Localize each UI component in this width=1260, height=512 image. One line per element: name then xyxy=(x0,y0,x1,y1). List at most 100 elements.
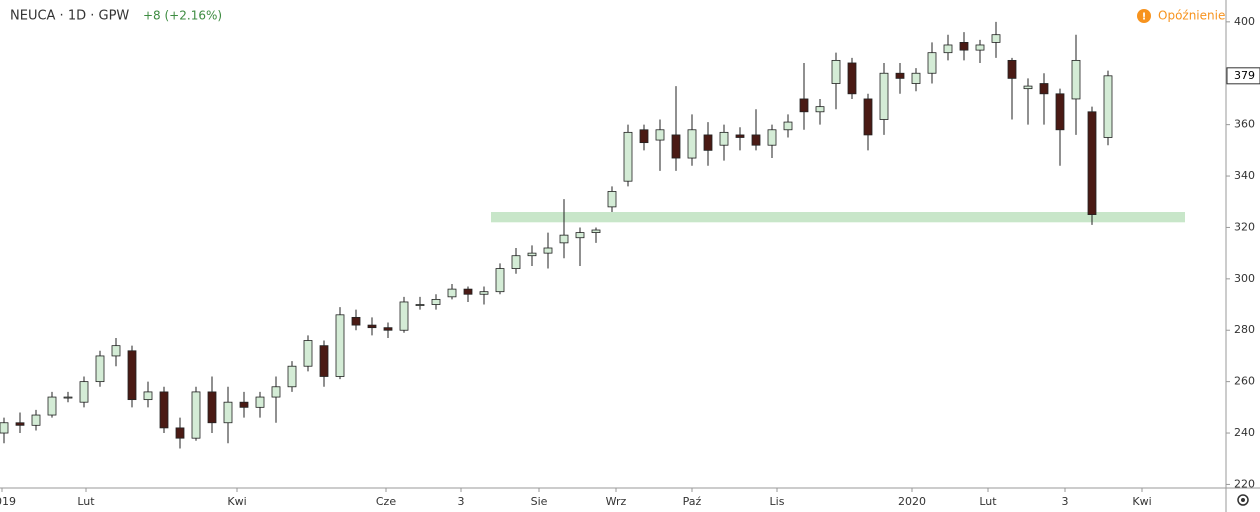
candle-body xyxy=(1023,85,1033,90)
candle-body xyxy=(63,396,73,399)
x-tick-label: Sie xyxy=(531,495,548,508)
delay-status[interactable]: Opóźnienie xyxy=(1158,9,1225,23)
candle-body xyxy=(447,288,457,298)
candle-body xyxy=(415,304,425,306)
candle-body xyxy=(1087,111,1097,215)
candle-body xyxy=(991,34,1001,43)
candle-body xyxy=(431,298,441,305)
x-tick-label: Cze xyxy=(376,495,396,508)
candle-body xyxy=(399,301,409,331)
candle-body xyxy=(959,42,969,51)
candle-body xyxy=(335,314,345,377)
candle-body xyxy=(607,191,617,208)
x-tick-label: 2020 xyxy=(898,495,926,508)
candle-body xyxy=(767,129,777,146)
candle-body xyxy=(911,72,921,84)
x-tick-label: Wrz xyxy=(606,495,627,508)
last-price-label: 379 xyxy=(1234,69,1255,82)
candle-body xyxy=(79,381,89,403)
plot-area xyxy=(0,21,1185,449)
candle-body xyxy=(31,414,41,426)
candle-body xyxy=(575,232,585,239)
candle-body xyxy=(239,401,249,408)
chart-title: NEUCA · 1D · GPW xyxy=(10,9,129,24)
candle-body xyxy=(271,386,281,398)
candle-body xyxy=(1103,75,1113,138)
candle-body xyxy=(255,396,265,408)
y-tick-label: 400 xyxy=(1234,15,1255,28)
y-tick-label: 280 xyxy=(1234,323,1255,336)
candle-body xyxy=(319,345,329,377)
x-tick-label: 3 xyxy=(1062,495,1069,508)
candle-body xyxy=(127,350,137,401)
delay-icon-mark: ! xyxy=(1142,12,1147,23)
candle-body xyxy=(223,401,233,424)
x-tick-label: Lut xyxy=(979,495,997,508)
candle-body xyxy=(799,98,809,113)
y-tick-label: 260 xyxy=(1234,375,1255,388)
candle-body xyxy=(671,134,681,159)
candle-body xyxy=(815,106,825,113)
delay-icon[interactable] xyxy=(1137,9,1151,23)
y-tick-label: 300 xyxy=(1234,272,1255,285)
candle-body xyxy=(303,340,313,367)
candle-body xyxy=(1071,59,1081,100)
x-tick-label: Lis xyxy=(770,495,785,508)
candle-body xyxy=(783,121,793,131)
candle-body xyxy=(527,252,537,257)
candle-body xyxy=(1055,93,1065,131)
candle-body xyxy=(543,247,553,254)
y-tick-label: 220 xyxy=(1234,477,1255,490)
x-tick-label: Kwi xyxy=(227,495,246,508)
candle-body xyxy=(591,229,601,233)
candle-body xyxy=(703,134,713,151)
candle-body xyxy=(143,391,153,401)
candle-body xyxy=(719,131,729,146)
candle-body xyxy=(207,391,217,424)
candle-body xyxy=(191,391,201,439)
candle-body xyxy=(623,131,633,182)
candle-body xyxy=(479,291,489,295)
x-tick-label: Kwi xyxy=(1132,495,1151,508)
candle-body xyxy=(847,62,857,95)
candle-body xyxy=(111,345,121,357)
change: +8 (+2.16%) xyxy=(143,9,222,23)
y-tick-label: 240 xyxy=(1234,426,1255,439)
candle-body xyxy=(383,327,393,331)
candle-body xyxy=(655,129,665,141)
support-zone xyxy=(491,212,1185,223)
last-price-box xyxy=(1226,67,1260,85)
candle-body xyxy=(351,316,361,326)
candle-body xyxy=(175,427,185,439)
candle-body xyxy=(15,422,25,426)
x-tick-label: 2019 xyxy=(0,495,16,508)
candle-body xyxy=(975,44,985,51)
candle-body xyxy=(831,59,841,84)
candle-body xyxy=(943,44,953,54)
x-tick-label: Paź xyxy=(683,495,702,508)
candle-body xyxy=(511,255,521,269)
candle-body xyxy=(735,134,745,138)
candle-body xyxy=(95,355,105,383)
candle-body xyxy=(927,52,937,74)
candle-body xyxy=(687,129,697,159)
candle-body xyxy=(0,422,9,434)
candle-body xyxy=(287,365,297,388)
y-tick-label: 320 xyxy=(1234,220,1255,233)
candle-body xyxy=(367,324,377,329)
candle-body xyxy=(863,98,873,136)
candle-body xyxy=(639,129,649,144)
settings-icon[interactable] xyxy=(1237,494,1249,506)
candle-body xyxy=(47,396,57,416)
candle-body xyxy=(1039,83,1049,95)
candle-body xyxy=(751,134,761,146)
candle-body xyxy=(159,391,169,429)
candle-body xyxy=(559,234,569,244)
y-tick-label: 360 xyxy=(1234,118,1255,131)
candle-body xyxy=(895,72,905,79)
candle-body xyxy=(879,72,889,120)
x-tick-label: Lut xyxy=(77,495,95,508)
candle-body xyxy=(1007,59,1017,79)
